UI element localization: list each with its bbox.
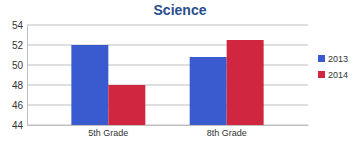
- legend-label: 2013: [328, 54, 348, 64]
- x-tick-label: 8th Grade: [207, 128, 247, 138]
- legend: 2013 2014: [318, 54, 348, 80]
- bars: [71, 40, 263, 125]
- grid-line: [27, 25, 308, 26]
- y-axis: 44 46 48 50 52 54: [12, 20, 28, 131]
- bar: [71, 45, 108, 125]
- y-tick-label: 54: [12, 20, 24, 31]
- legend-item: 2013: [318, 54, 348, 64]
- title: Science: [154, 2, 207, 18]
- plot: 44 46 48 50 52 54 5th Grade 8th Grade: [12, 20, 309, 139]
- y-tick: 52: [12, 40, 27, 51]
- x-axis-line: [28, 125, 309, 126]
- grid-line: [27, 85, 308, 86]
- y-tick-label: 48: [12, 80, 24, 91]
- grid-line: [27, 65, 308, 66]
- y-tick: 50: [12, 60, 27, 71]
- x-tick-label: 5th Grade: [88, 128, 128, 138]
- grid-line: [27, 45, 308, 46]
- y-tick-label: 50: [12, 60, 24, 71]
- chart: Science 44 46 48 50 52 54 5th Grade 8th Grade 201…: [0, 0, 360, 141]
- bar: [190, 57, 227, 125]
- y-tick-label: 46: [12, 100, 24, 111]
- legend-swatch: [318, 55, 325, 62]
- x-tick: 5th Grade: [88, 125, 128, 138]
- bar: [108, 85, 145, 125]
- y-tick: 48: [12, 80, 27, 91]
- y-tick: 44: [12, 120, 27, 131]
- y-tick: 46: [12, 100, 27, 111]
- bar: [227, 40, 264, 125]
- y-tick-label: 52: [12, 40, 24, 51]
- grid-line: [27, 105, 308, 106]
- legend-item: 2014: [318, 70, 348, 80]
- y-axis-line: [27, 26, 28, 126]
- legend-label: 2014: [328, 70, 348, 80]
- grid: [27, 25, 308, 125]
- y-tick: 54: [12, 20, 27, 31]
- grid-line: [27, 125, 308, 126]
- x-tick: 8th Grade: [207, 125, 247, 138]
- legend-swatch: [318, 71, 325, 78]
- x-axis: 5th Grade 8th Grade: [28, 125, 309, 138]
- y-tick-label: 44: [12, 120, 24, 131]
